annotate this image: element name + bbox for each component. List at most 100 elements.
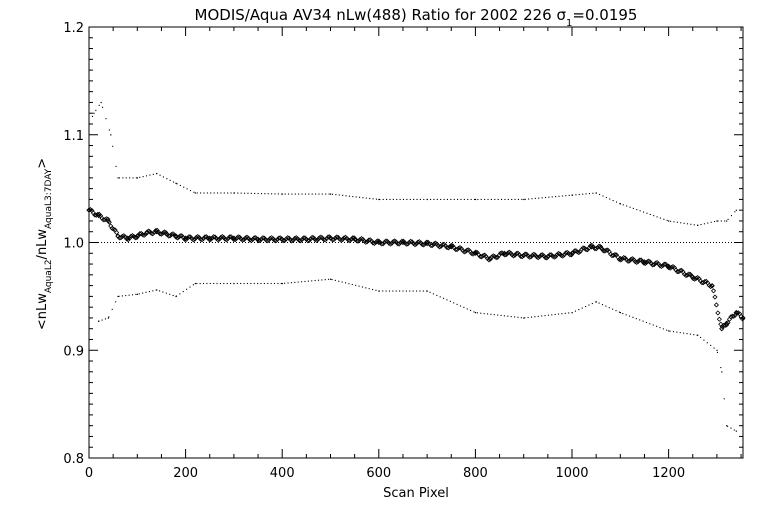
lower-fill-point [118, 295, 120, 297]
upper-fill-point [301, 193, 303, 195]
lower-fill-point [219, 282, 221, 285]
lower-fill-point [317, 279, 320, 281]
mean-fill-point [198, 236, 204, 242]
lower-point [107, 317, 110, 319]
upper-point [110, 134, 112, 136]
upper-fill-point [629, 206, 631, 208]
mean-fill-point [461, 249, 467, 255]
lower-fill-point [503, 315, 505, 317]
lower-fill-point [365, 287, 367, 289]
upper-fill-point [389, 198, 391, 200]
lower-fill-point [459, 305, 462, 307]
lower-fill-point [213, 282, 215, 285]
mean-fill-point [403, 241, 409, 247]
lower-fill-point [162, 291, 164, 293]
upper-fill-point [335, 194, 337, 196]
mean-fill-point [171, 232, 178, 238]
mean-fill-point [437, 244, 443, 250]
upper-fill-point [145, 175, 148, 177]
upper-fill-point [274, 193, 276, 195]
upper-fill-point [487, 198, 489, 200]
upper-fill-point [294, 193, 296, 195]
mean-fill-point [690, 276, 696, 282]
mean-fill-point [493, 255, 499, 261]
lower-fill-point [591, 302, 593, 305]
upper-fill-point [734, 211, 736, 213]
upper-fill-point [429, 198, 432, 200]
lower-fill-point [331, 278, 333, 281]
upper-fill-point [473, 198, 476, 200]
upper-fill-point [544, 196, 547, 199]
upper-fill-point [605, 196, 607, 199]
lower-fill-point [612, 308, 614, 310]
lower-fill-point [720, 366, 722, 369]
lower-fill-point [473, 311, 475, 313]
upper-fill-point [653, 215, 655, 217]
mean-fill-point [390, 238, 396, 245]
lower-fill-point [267, 282, 269, 285]
mean-fill-point [486, 257, 492, 263]
upper-fill-point [460, 198, 462, 200]
lower-fill-point [405, 290, 407, 292]
lower-fill-point [115, 301, 117, 303]
lower-fill-point [301, 281, 303, 283]
axis-ticks: 0 200 400 600 800 1000 1200 0.8 0.9 1.0 1.1 1.2 [63, 21, 743, 481]
upper-fill-point [287, 193, 290, 195]
mean-fill-point [267, 235, 273, 242]
lower-fill-point [385, 290, 387, 292]
mean-fill-point [264, 238, 270, 244]
mean-fill-point [174, 235, 180, 241]
upper-fill-point [727, 218, 729, 220]
lower-fill-point [338, 280, 340, 282]
mean-fill-point [260, 235, 266, 241]
upper-fill-point [582, 193, 584, 195]
mean-fill-point [338, 237, 344, 243]
lower-fill-point [476, 312, 478, 314]
upper-fill-point [730, 215, 733, 217]
upper-fill-point [139, 176, 141, 178]
lower-fill-point [436, 294, 438, 296]
mean-fill-point [145, 228, 151, 234]
mean-fill-point [289, 238, 295, 244]
mean-fill-point [112, 227, 118, 233]
mean-fill-point [686, 271, 692, 277]
upper-fill-point [612, 199, 614, 202]
lower-fill-point [642, 320, 644, 322]
upper-fill-point [406, 198, 408, 200]
upper-fill-point [703, 223, 705, 225]
data-points [86, 101, 746, 432]
mean-fill-point [739, 316, 746, 322]
upper-fill-point [710, 221, 712, 223]
mean-fill-point [671, 265, 677, 271]
lower-fill-point [703, 339, 705, 341]
upper-fill-point [308, 193, 310, 195]
lower-fill-point [409, 290, 411, 292]
series-upper [88, 101, 737, 226]
mean-fill-point [408, 238, 414, 244]
upper-fill-point [585, 193, 587, 195]
lower-fill-point [307, 280, 309, 282]
upper-fill-point [632, 207, 634, 209]
upper-fill-point [609, 198, 611, 200]
lower-fill-point [426, 290, 428, 292]
upper-fill-point [717, 220, 719, 222]
mean-fill-point [490, 253, 496, 259]
upper-fill-point [88, 123, 90, 125]
upper-fill-point [426, 198, 428, 200]
upper-fill-point [372, 198, 374, 200]
mean-fill-point [574, 249, 580, 255]
lower-fill-point [240, 282, 242, 285]
upper-point [100, 101, 102, 104]
upper-fill-point [683, 222, 685, 224]
upper-fill-point [118, 177, 121, 179]
lower-fill-point [561, 313, 563, 315]
lower-fill-point [375, 289, 377, 291]
upper-fill-point [693, 224, 695, 226]
upper-fill-point [622, 204, 624, 206]
lower-fill-point [710, 344, 712, 346]
upper-fill-point [213, 192, 215, 194]
upper-fill-point [176, 183, 178, 185]
mean-fill-point [577, 249, 583, 255]
lower-fill-point [453, 302, 455, 304]
mean-fill-point [596, 243, 602, 249]
